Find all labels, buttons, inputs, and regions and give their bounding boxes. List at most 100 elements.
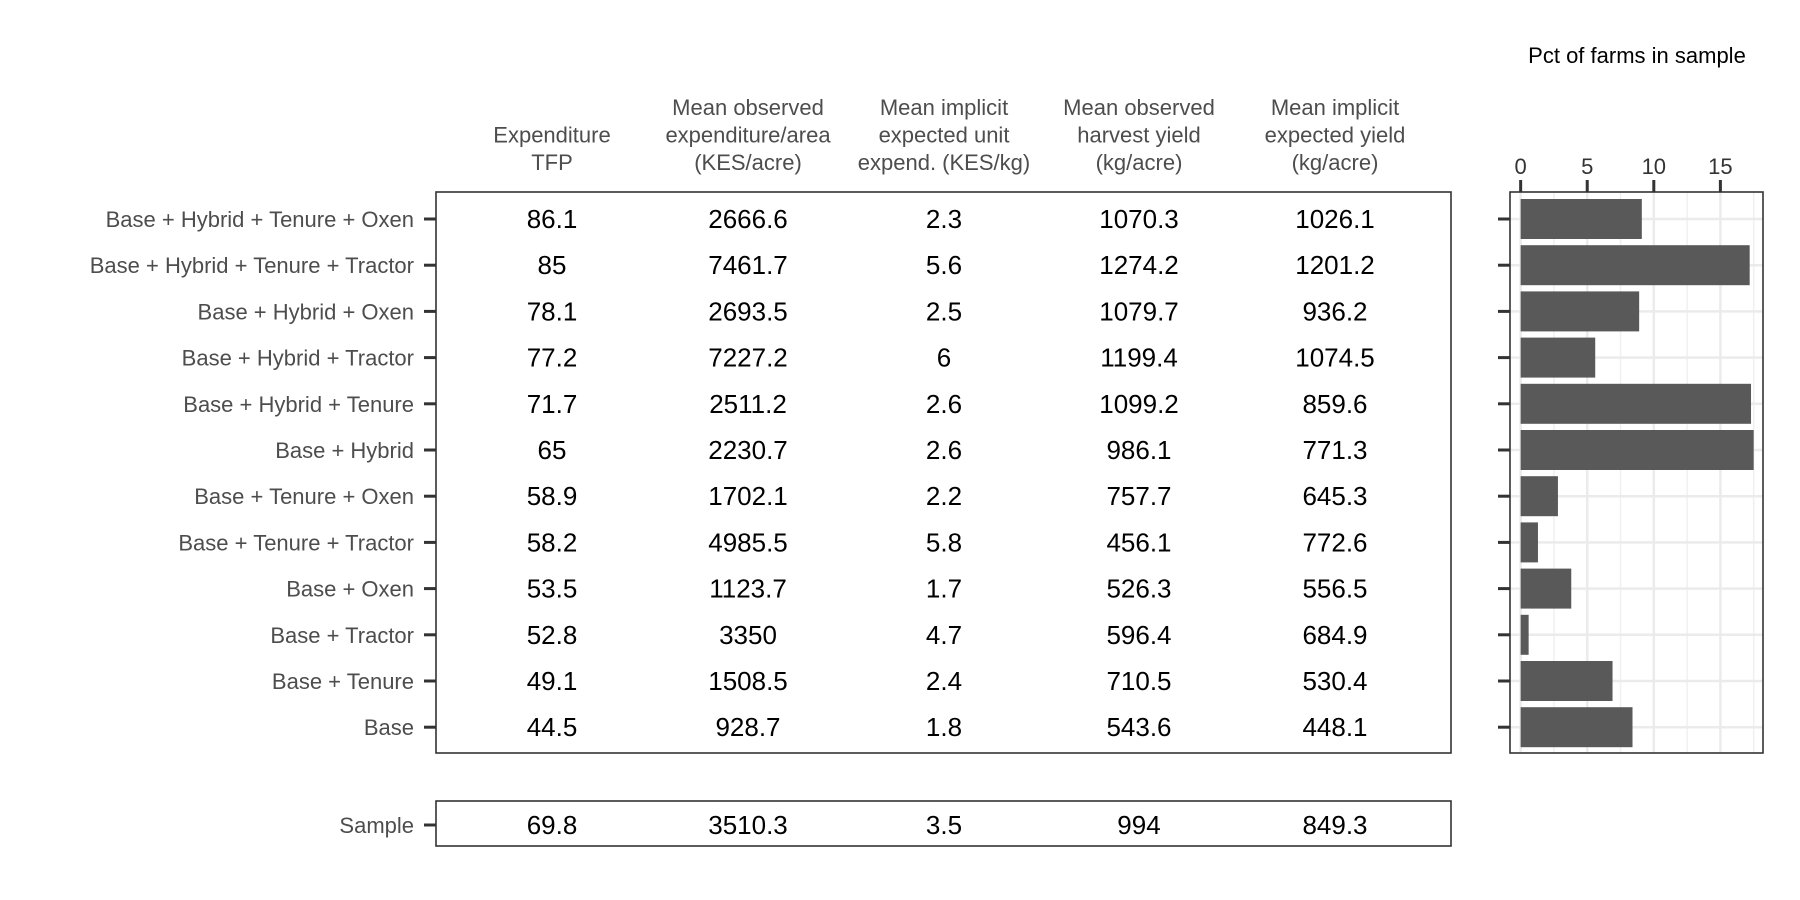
bar <box>1520 199 1642 239</box>
table-cell: 757.7 <box>1106 481 1171 511</box>
table-cell: 44.5 <box>527 712 578 742</box>
sample-cell: 3.5 <box>926 810 962 840</box>
table-cell: 1274.2 <box>1099 250 1179 280</box>
table-cell: 1508.5 <box>708 666 788 696</box>
bar <box>1520 245 1750 286</box>
table-cell: 2.3 <box>926 204 962 234</box>
table-cell: 1026.1 <box>1295 204 1375 234</box>
bar-panel-frame <box>1509 191 1764 754</box>
bar <box>1520 522 1538 563</box>
table-cell: 1.8 <box>926 712 962 742</box>
table-cell: 1123.7 <box>709 574 787 604</box>
x-tick-label: 15 <box>1708 154 1732 179</box>
bar <box>1520 707 1633 748</box>
bar <box>1520 383 1752 424</box>
table-cell: 7461.7 <box>708 250 788 280</box>
column-header-3-line-2: expected unit <box>879 123 1010 148</box>
column-header-4-line-3: (kg/acre) <box>1096 150 1183 175</box>
table-cell: 771.3 <box>1302 435 1367 465</box>
column-header-3-line-1: Mean implicit <box>880 95 1008 120</box>
column-header-5-line-2: expected yield <box>1265 123 1406 148</box>
table-cell: 4985.5 <box>708 527 788 557</box>
table-cell: 78.1 <box>527 296 578 326</box>
table-cell: 1074.5 <box>1295 343 1375 373</box>
row-label: Base + Tractor <box>270 623 414 648</box>
bar <box>1520 430 1754 470</box>
table-cell: 53.5 <box>527 574 578 604</box>
table-cell: 5.8 <box>926 527 962 557</box>
table-cell: 4.7 <box>926 620 962 650</box>
row-label: Base + Hybrid + Tenure + Oxen <box>106 207 414 232</box>
table-cell: 1201.2 <box>1295 250 1375 280</box>
sample-label: Sample <box>339 813 414 838</box>
table-cell: 2230.7 <box>708 435 788 465</box>
table-cell: 526.3 <box>1106 574 1171 604</box>
column-header-5-line-3: (kg/acre) <box>1292 150 1379 175</box>
row-label: Base + Hybrid + Tenure + Tractor <box>90 253 414 278</box>
table-cell: 543.6 <box>1106 712 1171 742</box>
table-cell: 448.1 <box>1302 712 1367 742</box>
table-cell: 928.7 <box>715 712 780 742</box>
table-cell: 2511.2 <box>709 389 787 419</box>
table-cell: 2.6 <box>926 389 962 419</box>
column-header-5-line-1: Mean implicit <box>1271 95 1399 120</box>
bar-axis-title: Pct of farms in sample <box>1528 43 1746 68</box>
table-cell: 5.6 <box>926 250 962 280</box>
sample-cell: 3510.3 <box>708 810 788 840</box>
table-cell: 58.9 <box>527 481 578 511</box>
bar <box>1520 337 1596 378</box>
row-label: Base + Hybrid <box>275 438 414 463</box>
table-cell: 1099.2 <box>1099 389 1179 419</box>
table-cell: 65 <box>538 435 567 465</box>
row-label: Base + Oxen <box>286 577 414 602</box>
bar <box>1520 476 1558 517</box>
x-tick-label: 0 <box>1515 154 1527 179</box>
table-cell: 456.1 <box>1106 527 1171 557</box>
table-cell: 859.6 <box>1302 389 1367 419</box>
table-cell: 3350 <box>719 620 777 650</box>
column-header-1-line-2: TFP <box>531 150 573 175</box>
table-cell: 2666.6 <box>708 204 788 234</box>
x-tick-label: 5 <box>1581 154 1593 179</box>
table-cell: 1070.3 <box>1099 204 1179 234</box>
table-cell: 2.4 <box>926 666 962 696</box>
sample-cell: 849.3 <box>1302 810 1367 840</box>
table-cell: 7227.2 <box>708 343 788 373</box>
table-cell: 772.6 <box>1302 527 1367 557</box>
table-cell: 710.5 <box>1106 666 1171 696</box>
row-label: Base + Hybrid + Tractor <box>182 346 414 371</box>
table-cell: 2.2 <box>926 481 962 511</box>
table-cell: 2693.5 <box>708 296 788 326</box>
table-cell: 1702.1 <box>708 481 788 511</box>
sample-cell: 994 <box>1117 810 1160 840</box>
table-cell: 556.5 <box>1302 574 1367 604</box>
table-cell: 2.6 <box>926 435 962 465</box>
table-cell: 85 <box>538 250 567 280</box>
table-cell: 6 <box>937 343 951 373</box>
column-header-2-line-3: (KES/acre) <box>694 150 802 175</box>
column-header-4-line-2: harvest yield <box>1077 123 1201 148</box>
table-frame <box>435 191 1452 754</box>
table-cell: 52.8 <box>527 620 578 650</box>
x-tick-label: 10 <box>1642 154 1666 179</box>
column-header-2-line-1: Mean observed <box>672 95 824 120</box>
bar <box>1520 568 1572 609</box>
row-label: Base + Hybrid + Tenure <box>183 392 414 417</box>
table-cell: 684.9 <box>1302 620 1367 650</box>
bar <box>1520 661 1613 701</box>
table-cell: 1079.7 <box>1099 296 1179 326</box>
row-label: Base + Tenure <box>272 669 414 694</box>
table-cell: 645.3 <box>1302 481 1367 511</box>
table-cell: 596.4 <box>1106 620 1171 650</box>
table-cell: 2.5 <box>926 296 962 326</box>
table-cell: 58.2 <box>527 527 578 557</box>
sample-cell: 69.8 <box>527 810 578 840</box>
table-cell: 936.2 <box>1302 296 1367 326</box>
column-header-4-line-1: Mean observed <box>1063 95 1215 120</box>
row-label: Base + Hybrid + Oxen <box>198 299 414 324</box>
table-cell: 530.4 <box>1302 666 1367 696</box>
column-header-1-line-1: Expenditure <box>493 123 610 148</box>
column-header-2-line-2: expenditure/area <box>665 123 831 148</box>
